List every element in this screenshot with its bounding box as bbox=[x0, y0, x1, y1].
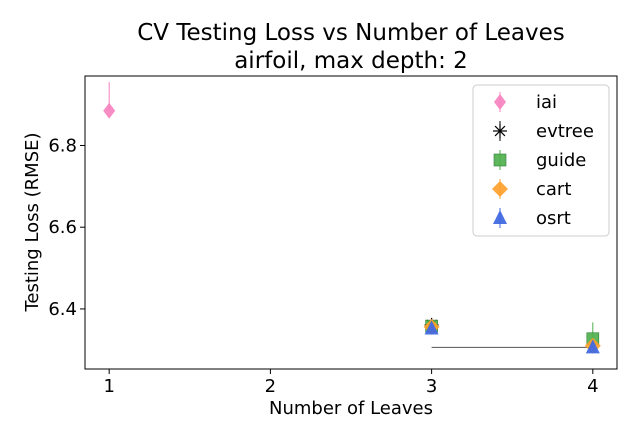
legend-label-cart: cart bbox=[536, 179, 571, 200]
y-axis-label: Testing Loss (RMSE) bbox=[22, 132, 43, 312]
x-tick-label: 4 bbox=[587, 376, 598, 397]
x-tick-label: 2 bbox=[265, 376, 276, 397]
y-tick-label: 6.8 bbox=[48, 135, 77, 156]
legend-marker-guide bbox=[493, 153, 507, 167]
legend: iai evtree guide cart osrt bbox=[472, 84, 610, 237]
x-axis-label: Number of Leaves bbox=[269, 398, 433, 419]
x-tick-label: 3 bbox=[426, 376, 437, 397]
legend-marker-iai bbox=[494, 94, 506, 110]
iai-point bbox=[103, 102, 116, 119]
chart-title: CV Testing Loss vs Number of Leaves bbox=[137, 20, 565, 46]
legend-marker-evtree bbox=[493, 124, 507, 138]
chart-subtitle: airfoil, max depth: 2 bbox=[234, 48, 468, 74]
data-layer bbox=[103, 82, 601, 354]
legend-label-evtree: evtree bbox=[536, 121, 594, 142]
legend-box bbox=[472, 84, 610, 237]
osrt-point bbox=[585, 339, 600, 354]
asterisk-stroke bbox=[494, 125, 506, 137]
legend-marker-cart bbox=[492, 181, 508, 197]
y-axis-ticks: 6.4 6.6 6.8 bbox=[48, 135, 85, 320]
legend-label-iai: iai bbox=[536, 92, 557, 113]
x-tick-label: 1 bbox=[103, 376, 114, 397]
plot-frame bbox=[84, 75, 618, 370]
y-tick-label: 6.6 bbox=[48, 217, 77, 238]
osrt-point bbox=[424, 320, 439, 335]
y-tick-label: 6.4 bbox=[48, 299, 77, 320]
x-axis-ticks: 1 2 3 4 bbox=[103, 369, 599, 397]
legend-label-osrt: osrt bbox=[536, 208, 571, 229]
legend-label-guide: guide bbox=[536, 150, 586, 171]
legend-marker-osrt bbox=[493, 210, 507, 224]
